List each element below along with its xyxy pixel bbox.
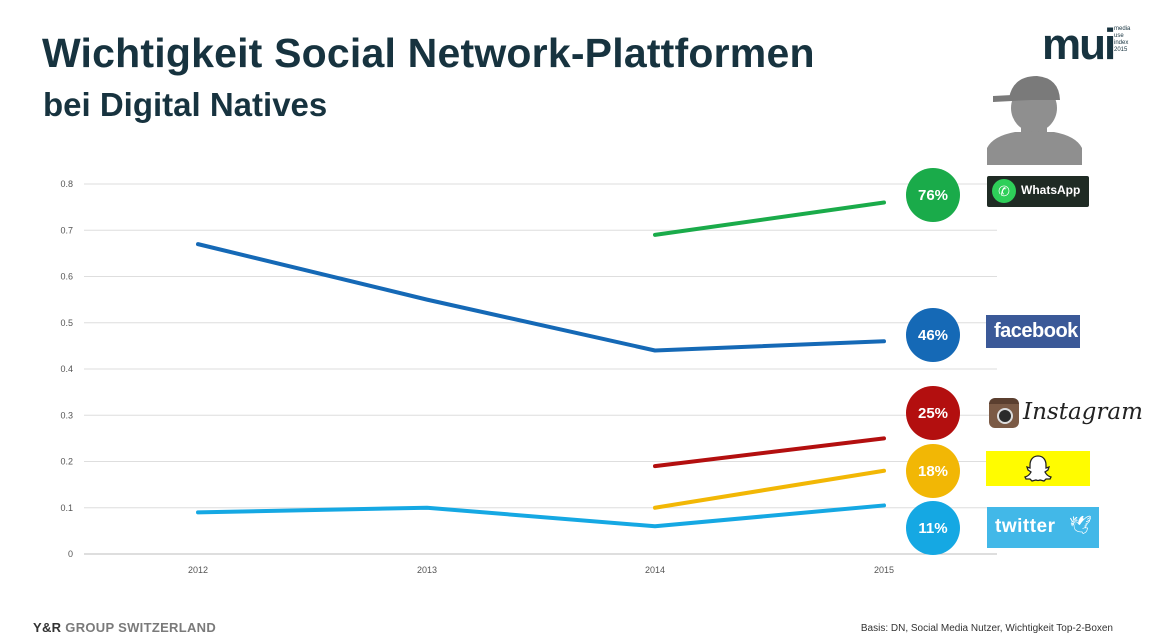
y-tick-label: 0.7 [60,225,73,235]
value-badge-label: 18% [918,463,948,480]
mui-tagline-line: index [1114,40,1129,46]
value-badge-label: 76% [918,187,948,204]
value-badge-label: 46% [918,327,948,344]
instagram-logo: Instagram [988,396,1143,430]
y-tick-label: 0 [68,549,73,559]
mui-logo: mui media use index 2015 [1042,20,1138,72]
value-badge-twitter [906,501,960,555]
instagram-logo-text: Instagram [1023,399,1143,425]
y-tick-label: 0.1 [60,503,73,513]
mui-logo-word: mui [1042,20,1116,69]
y-tick-label: 0.2 [60,457,73,467]
x-tick-label: 2012 [188,565,208,575]
chart-series-lines [196,200,886,529]
mui-tagline-line: use [1114,33,1124,39]
series-line-twitter [196,503,886,529]
snapchat-logo [986,451,1090,486]
facebook-logo-text: facebook [994,320,1078,342]
whatsapp-phone-icon: ✆ [992,179,1016,203]
chart-grid [84,183,997,555]
series-line-whatsapp [653,200,886,237]
mui-tagline-line: 2015 [1114,47,1128,53]
value-badge-instagram [906,386,960,440]
y-tick-label: 0.5 [60,318,73,328]
avatar-icon [987,70,1082,165]
series-line-facebook [196,242,886,353]
twitter-logo: twitter 🕊 [987,507,1099,548]
mui-tagline-line: media [1114,26,1131,32]
page-title: Wichtigkeit Social Network-Plattformen [42,30,815,76]
y-axis-ticks: 0 0.1 0.2 0.3 0.4 0.5 0.6 0.7 0.8 [60,179,73,559]
whatsapp-logo-text: WhatsApp [1021,183,1081,197]
twitter-logo-text: twitter [995,516,1056,537]
x-axis-ticks: 2012 2013 2014 2015 [188,565,894,575]
x-tick-label: 2015 [874,565,894,575]
y-tick-label: 0.4 [60,364,73,374]
twitter-bird-icon: 🕊 [1069,515,1092,535]
page-subtitle: bei Digital Natives [43,86,328,123]
y-tick-label: 0.6 [60,272,73,282]
footer-company-rest: GROUP SWITZERLAND [65,620,217,635]
footer-company: Y&R GROUP SWITZERLAND [33,620,216,635]
value-badge-whatsapp [906,168,960,222]
footer-company-bold: Y&R [33,620,62,635]
y-tick-label: 0.3 [60,410,73,420]
instagram-camera-icon [989,398,1019,428]
footer-source-note: Basis: DN, Social Media Nutzer, Wichtigk… [860,623,1113,634]
value-badge-snapchat [906,444,960,498]
value-badge-label: 25% [918,405,948,422]
value-badge-facebook [906,308,960,362]
value-badge-label: 11% [918,520,947,537]
y-tick-label: 0.8 [60,179,73,189]
facebook-logo: facebook [986,315,1080,348]
chart-value-badges: 76% 46% 25% 18% 11% [906,168,960,555]
series-line-instagram [653,436,886,469]
whatsapp-logo: ✆ WhatsApp [987,176,1089,207]
series-line-snapchat [653,468,886,510]
snapchat-ghost-icon [1024,455,1052,482]
mui-logo-tagline: media use index 2015 [1114,26,1138,54]
x-tick-label: 2014 [645,565,665,575]
x-tick-label: 2013 [417,565,437,575]
